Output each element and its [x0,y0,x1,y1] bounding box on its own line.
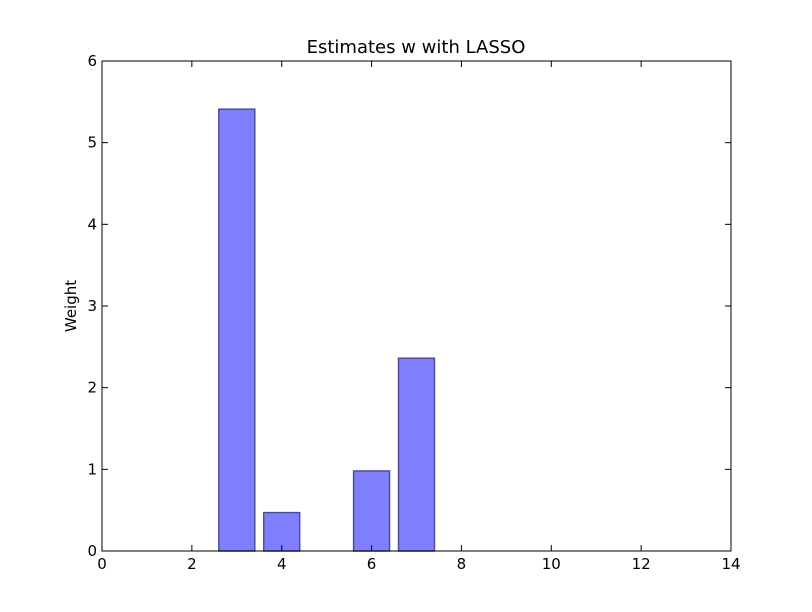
y-tick-label: 3 [87,297,97,315]
x-tick-label: 8 [457,555,467,573]
x-tick-label: 6 [367,555,377,573]
y-tick-label: 5 [87,134,97,152]
y-tick-label: 4 [87,215,97,233]
x-tick-label: 4 [277,555,287,573]
y-tick-label: 6 [87,52,97,70]
bar-6 [352,470,391,552]
x-tick-label: 2 [187,555,197,573]
bar-7 [397,357,436,552]
y-tick-label: 1 [87,460,97,478]
x-tick-label: 12 [632,555,651,573]
chart-title: Estimates w with LASSO [307,37,526,58]
x-tick-label: 10 [542,555,561,573]
y-tick-label: 0 [87,542,97,560]
bars-group [218,108,436,552]
bar-3 [218,108,256,552]
plot-frame [101,60,732,552]
x-tick-label: 0 [97,555,107,573]
x-tick-label: 14 [721,555,740,573]
y-axis-label: Weight [62,280,80,332]
y-tick-label: 2 [87,379,97,397]
